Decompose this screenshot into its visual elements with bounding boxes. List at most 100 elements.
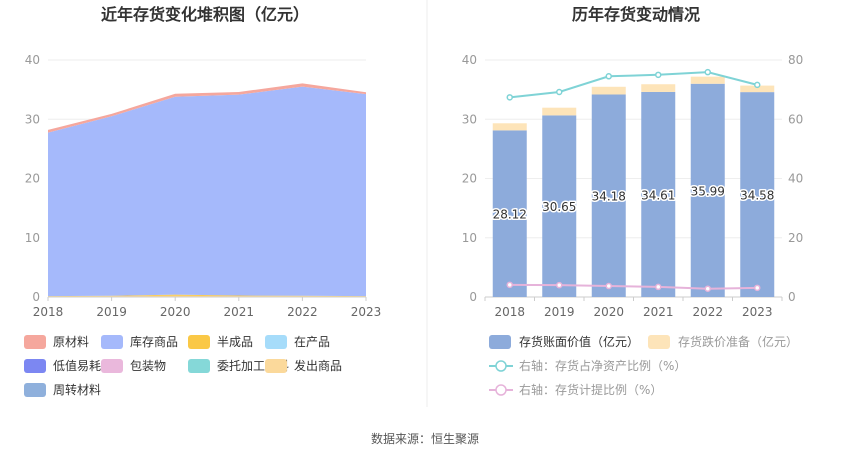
chart2-bar-value-label: 34.58 xyxy=(740,189,774,203)
chart2-point-net-asset-ratio xyxy=(704,68,711,76)
chart2-y2-tick-label: 40 xyxy=(788,172,803,186)
chart1-axes: 0 10 20 30 40 2018 2019 2020 2021 2022 2023 xyxy=(25,53,382,319)
chart1-y-tick-label: 30 xyxy=(25,112,40,126)
chart2-x-tick-label: 2022 xyxy=(692,305,723,319)
chart2-point-net-asset-ratio xyxy=(754,81,761,89)
chart2-bar-value-label: 35.99 xyxy=(691,184,725,198)
chart1-legend-swatch xyxy=(24,383,46,397)
chart1-y-tick-label: 10 xyxy=(25,231,40,245)
chart1-legend-item[interactable]: 低值易耗品 xyxy=(24,358,113,373)
chart1-legend-label: 发出商品 xyxy=(294,358,342,373)
chart1-legend-swatch xyxy=(265,335,287,349)
chart1-x-tick-label: 2023 xyxy=(351,305,382,319)
chart2-bar-book-value xyxy=(641,91,676,297)
chart2-x-tick-label: 2020 xyxy=(593,305,624,319)
chart1-area--a5b9fb xyxy=(48,86,366,297)
chart2-axes: 0 10 20 30 40 0 20 40 60 80 2018 2019 2020 2021 2022 20… xyxy=(462,53,804,319)
chart1-x-tick-label: 2020 xyxy=(160,305,191,319)
chart2-x-tick-label: 2023 xyxy=(742,305,773,319)
chart1-area--fbd99b xyxy=(48,295,366,297)
chart2-bars: 28.12 30.65 34.18 34.61 35.99 34.58 xyxy=(491,76,776,298)
chart2-bar-value-label: 34.18 xyxy=(592,190,626,204)
chart2-bar-value-label: 34.61 xyxy=(641,188,675,202)
chart1-title: 近年存货变化堆积图（亿元） xyxy=(101,5,309,24)
chart2-legend-marker xyxy=(495,360,507,372)
chart2-title: 历年存货变动情况 xyxy=(572,5,700,24)
chart2-point-net-asset-ratio xyxy=(506,94,513,101)
chart1-legend-item[interactable]: 发出商品 xyxy=(265,358,342,373)
chart1-legend-label: 包装物 xyxy=(130,359,166,373)
chart1-areas xyxy=(48,83,366,297)
chart2-bar-impairment xyxy=(591,86,626,95)
chart1-legend-label: 半成品 xyxy=(217,335,253,349)
chart1-legend-item[interactable]: 在产品 xyxy=(265,335,330,349)
chart2-bar-impairment xyxy=(740,85,775,93)
chart2-bar-book-value xyxy=(542,115,577,298)
chart1-area--fac846 xyxy=(48,294,366,297)
chart1-legend-item[interactable]: 库存商品 xyxy=(101,334,178,349)
chart1-legend-label: 在产品 xyxy=(294,335,330,349)
chart2-y2-tick-label: 20 xyxy=(788,231,803,245)
chart2-bar-book-value xyxy=(740,92,775,298)
chart1-legend-swatch xyxy=(101,335,123,349)
chart1-legend-swatch xyxy=(188,359,210,373)
chart2-legend-item[interactable]: 存货跌价准备（亿元） xyxy=(648,334,798,349)
chart1-legend-item[interactable]: 半成品 xyxy=(188,335,253,349)
chart2-legend-swatch xyxy=(489,335,511,349)
chart2-y-tick-label: 10 xyxy=(462,231,477,245)
chart2-x-tick-label: 2018 xyxy=(494,305,525,319)
chart2-bar-impairment xyxy=(542,107,577,116)
chart2-line-provision-ratio xyxy=(509,283,758,290)
chart1-legend-swatch xyxy=(188,335,210,349)
chart2-point-net-asset-ratio xyxy=(605,73,612,80)
chart2-legend: 存货账面价值（亿元） 存货跌价准备（亿元） 右轴：存货占净资产比例（%） 右轴：存货计… xyxy=(489,334,798,397)
chart1-y-tick-label: 0 xyxy=(32,290,40,304)
chart2-point-provision-ratio xyxy=(754,284,761,292)
chart2-y-tick-label: 30 xyxy=(462,112,477,126)
chart2-y2-tick-label: 0 xyxy=(788,290,796,304)
chart2-legend-marker xyxy=(495,384,507,396)
chart1-legend-swatch xyxy=(24,359,46,373)
chart1-legend-swatch xyxy=(101,359,123,373)
chart1-x-tick-label: 2021 xyxy=(224,305,255,319)
chart2-y-tick-label: 20 xyxy=(462,172,477,186)
chart1-legend-item[interactable]: 原材料 xyxy=(24,335,89,349)
chart1-area--f5a79d xyxy=(48,83,366,133)
chart2-bar-book-value xyxy=(690,83,725,297)
chart2-point-provision-ratio xyxy=(605,282,612,290)
chart2-bar-impairment xyxy=(690,76,725,84)
chart2-point-net-asset-ratio xyxy=(556,88,563,96)
chart2-bar-impairment xyxy=(641,84,676,92)
chart1-legend-swatch xyxy=(265,359,287,373)
chart2-x-tick-label: 2021 xyxy=(643,305,674,319)
chart2-legend-item[interactable]: 存货账面价值（亿元） xyxy=(489,334,639,349)
chart1-x-tick-label: 2022 xyxy=(287,305,318,319)
chart2-y-tick-label: 0 xyxy=(469,290,477,304)
data-source-note: 数据来源：恒生聚源 xyxy=(370,432,479,446)
chart2-line-net-asset-ratio xyxy=(509,71,758,99)
chart1-legend-label: 库存商品 xyxy=(130,334,178,349)
chart2-legend-swatch xyxy=(648,335,670,349)
chart2-point-net-asset-ratio xyxy=(655,71,662,79)
chart2-point-provision-ratio xyxy=(556,281,563,289)
chart1-legend-item[interactable]: 周转材料 xyxy=(24,382,101,397)
chart2-point-provision-ratio xyxy=(506,281,513,289)
chart2-legend-label: 存货跌价准备（亿元） xyxy=(678,334,798,349)
chart2-y-tick-label: 40 xyxy=(462,53,477,67)
chart1-legend-swatch xyxy=(24,335,46,349)
chart1-x-tick-label: 2019 xyxy=(96,305,127,319)
chart2-x-tick-label: 2019 xyxy=(544,305,575,319)
chart2-y2-tick-label: 80 xyxy=(788,53,803,67)
chart1-x-tick-label: 2018 xyxy=(33,305,64,319)
stacked-area-chart: 近年存货变化堆积图（亿元） 0 10 20 30 40 2018 2019 2020 2021 2… xyxy=(24,5,381,397)
chart2-point-provision-ratio xyxy=(655,283,662,291)
chart2-legend-item[interactable]: 右轴：存货计提比例（%） xyxy=(489,382,662,397)
chart1-legend-item[interactable]: 包装物 xyxy=(101,359,166,373)
chart2-legend-label: 右轴：存货计提比例（%） xyxy=(519,382,662,397)
chart2-bar-impairment xyxy=(492,123,527,131)
chart2-legend-item[interactable]: 右轴：存货占净资产比例（%） xyxy=(489,358,686,373)
chart1-y-tick-label: 20 xyxy=(25,172,40,186)
